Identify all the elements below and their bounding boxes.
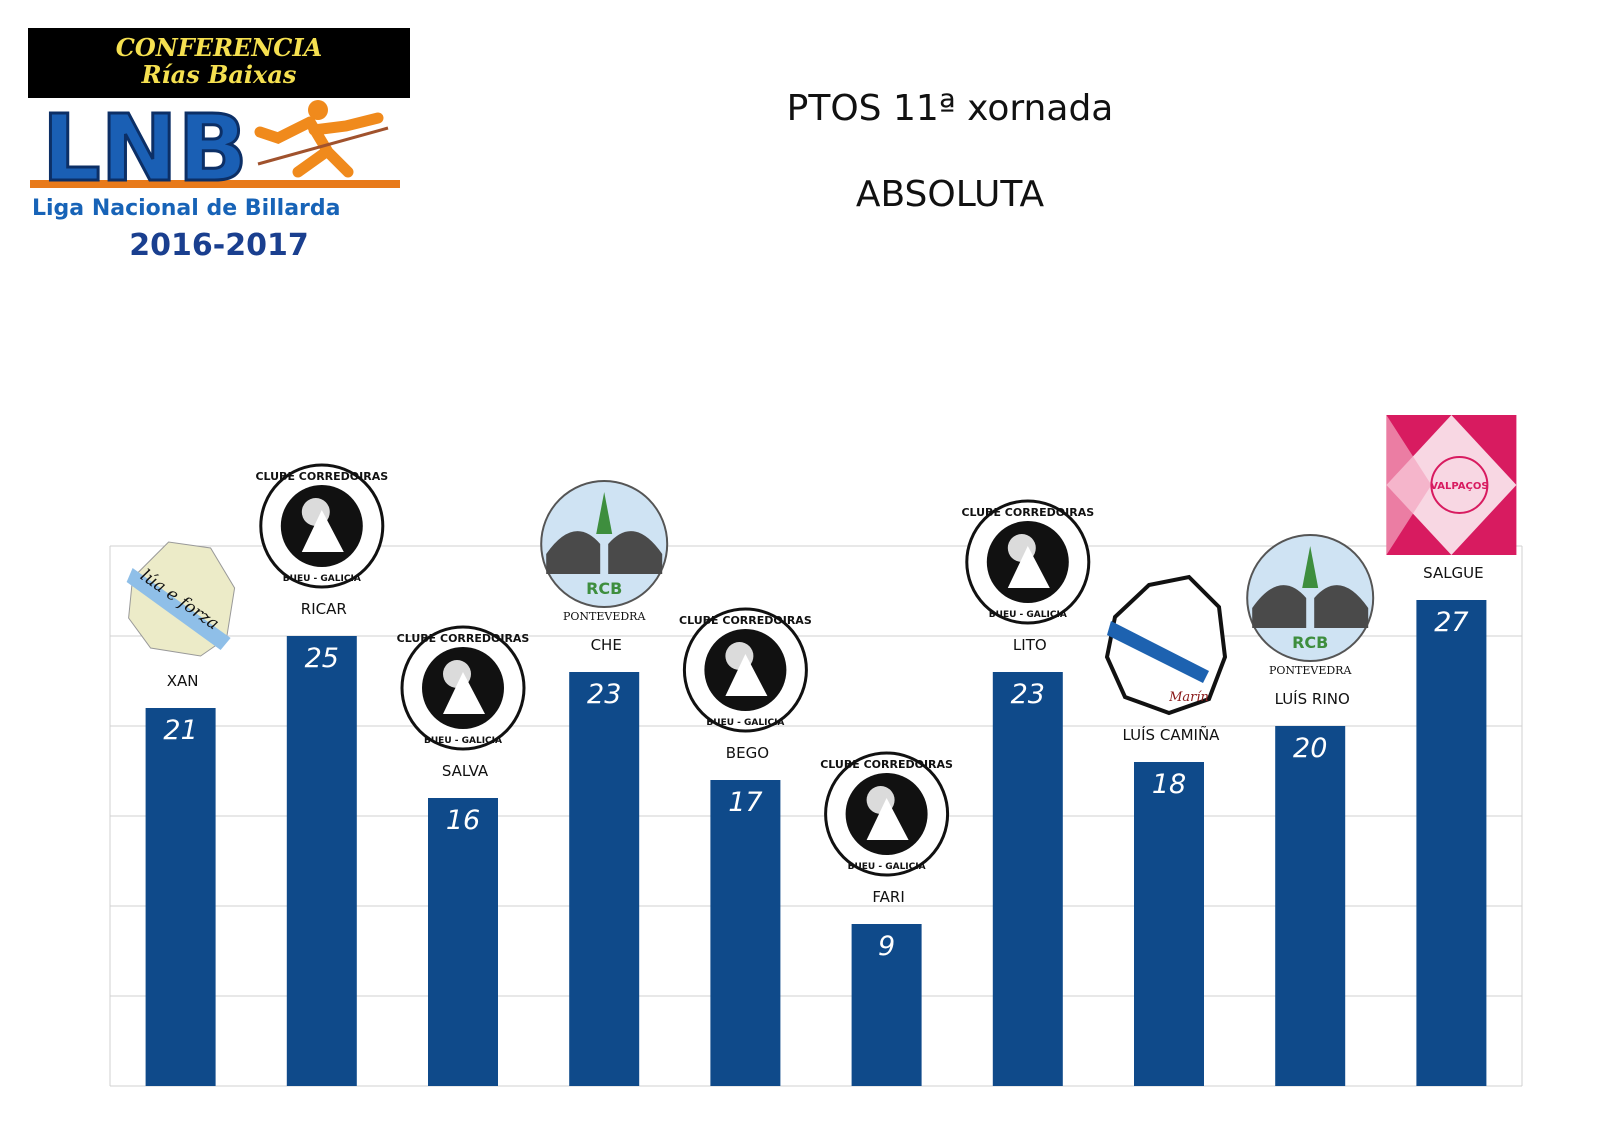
- bar-value-label: 20: [1293, 733, 1327, 764]
- clube-corredoiras-badge-icon: CLUBE CORREDOIRAS BUEU - GALICIA: [961, 499, 1094, 625]
- svg-text:RCB: RCB: [586, 579, 622, 598]
- svg-text:BUEU - GALICIA: BUEU - GALICIA: [706, 718, 784, 728]
- lnb-logo: CONFERENCIA Rías Baixas LNB Liga Naciona…: [28, 28, 420, 278]
- bar-value-label: 25: [305, 643, 339, 674]
- svg-text:CLUBE CORREDOIRAS: CLUBE CORREDOIRAS: [679, 614, 812, 627]
- bar: [1275, 726, 1346, 1086]
- banner-line-1: CONFERENCIA: [115, 33, 323, 62]
- valpacos-pink-badge-icon: VALPAÇOS: [1386, 415, 1517, 555]
- bar-value-label: 23: [1011, 679, 1045, 710]
- svg-text:CLUBE CORREDOIRAS: CLUBE CORREDOIRAS: [397, 632, 530, 645]
- svg-text:Marín: Marín: [1168, 690, 1209, 705]
- player-name-label: SALVA: [442, 762, 489, 780]
- bar: [145, 708, 216, 1086]
- lnb-mark-text: LNB: [42, 98, 248, 198]
- bar: [286, 636, 357, 1086]
- season-label: 2016-2017: [129, 228, 309, 263]
- bar: [1134, 762, 1204, 1086]
- rhino-rcb-badge-icon: RCB PONTEVEDRA: [1246, 534, 1375, 677]
- player-name-label: CHE: [591, 636, 622, 654]
- player-name-label: BEGO: [726, 744, 769, 762]
- logo-underline-stripe: [30, 180, 400, 188]
- lua-e-forza-map-badge-icon: lúa e forza: [126, 541, 236, 657]
- bar-value-label: 17: [728, 787, 762, 818]
- player-name-label: LUÍS RINO: [1275, 689, 1350, 708]
- conference-banner: CONFERENCIA Rías Baixas: [28, 28, 410, 98]
- svg-text:BUEU - GALICIA: BUEU - GALICIA: [989, 610, 1067, 620]
- svg-text:PONTEVEDRA: PONTEVEDRA: [1269, 664, 1352, 677]
- bar-value-label: 16: [446, 805, 480, 836]
- chart-title: PTOS 11ª xornada: [786, 88, 1114, 129]
- bar-value-label: 9: [878, 931, 895, 962]
- bar: [851, 924, 922, 1086]
- svg-text:CLUBE CORREDOIRAS: CLUBE CORREDOIRAS: [255, 470, 388, 483]
- player-name-label: LITO: [1013, 636, 1047, 654]
- clube-corredoiras-badge-icon: CLUBE CORREDOIRAS BUEU - GALICIA: [255, 463, 388, 589]
- rhino-rcb-badge-icon: RCB PONTEVEDRA: [540, 480, 669, 623]
- clube-corredoiras-badge-icon: CLUBE CORREDOIRAS BUEU - GALICIA: [397, 625, 530, 751]
- bar-value-label: 27: [1434, 607, 1468, 638]
- bar-value-label: 21: [163, 715, 197, 746]
- bar-value-label: 18: [1152, 769, 1186, 800]
- svg-text:PONTEVEDRA: PONTEVEDRA: [563, 610, 646, 623]
- player-name-label: RICAR: [301, 600, 347, 618]
- player-name-label: FARI: [872, 888, 904, 906]
- player-name-label: XAN: [167, 672, 199, 690]
- bar: [428, 798, 498, 1086]
- clube-corredoiras-badge-icon: CLUBE CORREDOIRAS BUEU - GALICIA: [679, 607, 812, 733]
- banner-line-2: Rías Baixas: [141, 60, 297, 89]
- svg-text:BUEU - GALICIA: BUEU - GALICIA: [424, 736, 502, 746]
- lnb-mark-art: LNB: [30, 98, 400, 198]
- bar: [1416, 600, 1487, 1086]
- player-name-label: LUÍS CAMIÑA: [1123, 725, 1221, 744]
- svg-text:VALPAÇOS: VALPAÇOS: [1430, 481, 1488, 492]
- player-name-label: SALGUE: [1423, 564, 1484, 582]
- clube-corredoiras-badge-icon: CLUBE CORREDOIRAS BUEU - GALICIA: [820, 751, 953, 877]
- svg-text:BUEU - GALICIA: BUEU - GALICIA: [848, 862, 926, 872]
- svg-text:RCB: RCB: [1292, 633, 1328, 652]
- chart-subtitle: ABSOLUTA: [855, 174, 1045, 215]
- runner-figure-icon: [254, 100, 389, 178]
- bar-value-label: 23: [587, 679, 621, 710]
- bar: [992, 672, 1063, 1086]
- svg-text:CLUBE CORREDOIRAS: CLUBE CORREDOIRAS: [820, 758, 953, 771]
- svg-text:CLUBE CORREDOIRAS: CLUBE CORREDOIRAS: [961, 506, 1094, 519]
- league-name: Liga Nacional de Billarda: [32, 196, 341, 221]
- bar: [569, 672, 640, 1086]
- svg-text:BUEU - GALICIA: BUEU - GALICIA: [283, 574, 361, 584]
- bar: [710, 780, 781, 1086]
- galicia-map-marin-badge-icon: Marín: [1104, 574, 1228, 716]
